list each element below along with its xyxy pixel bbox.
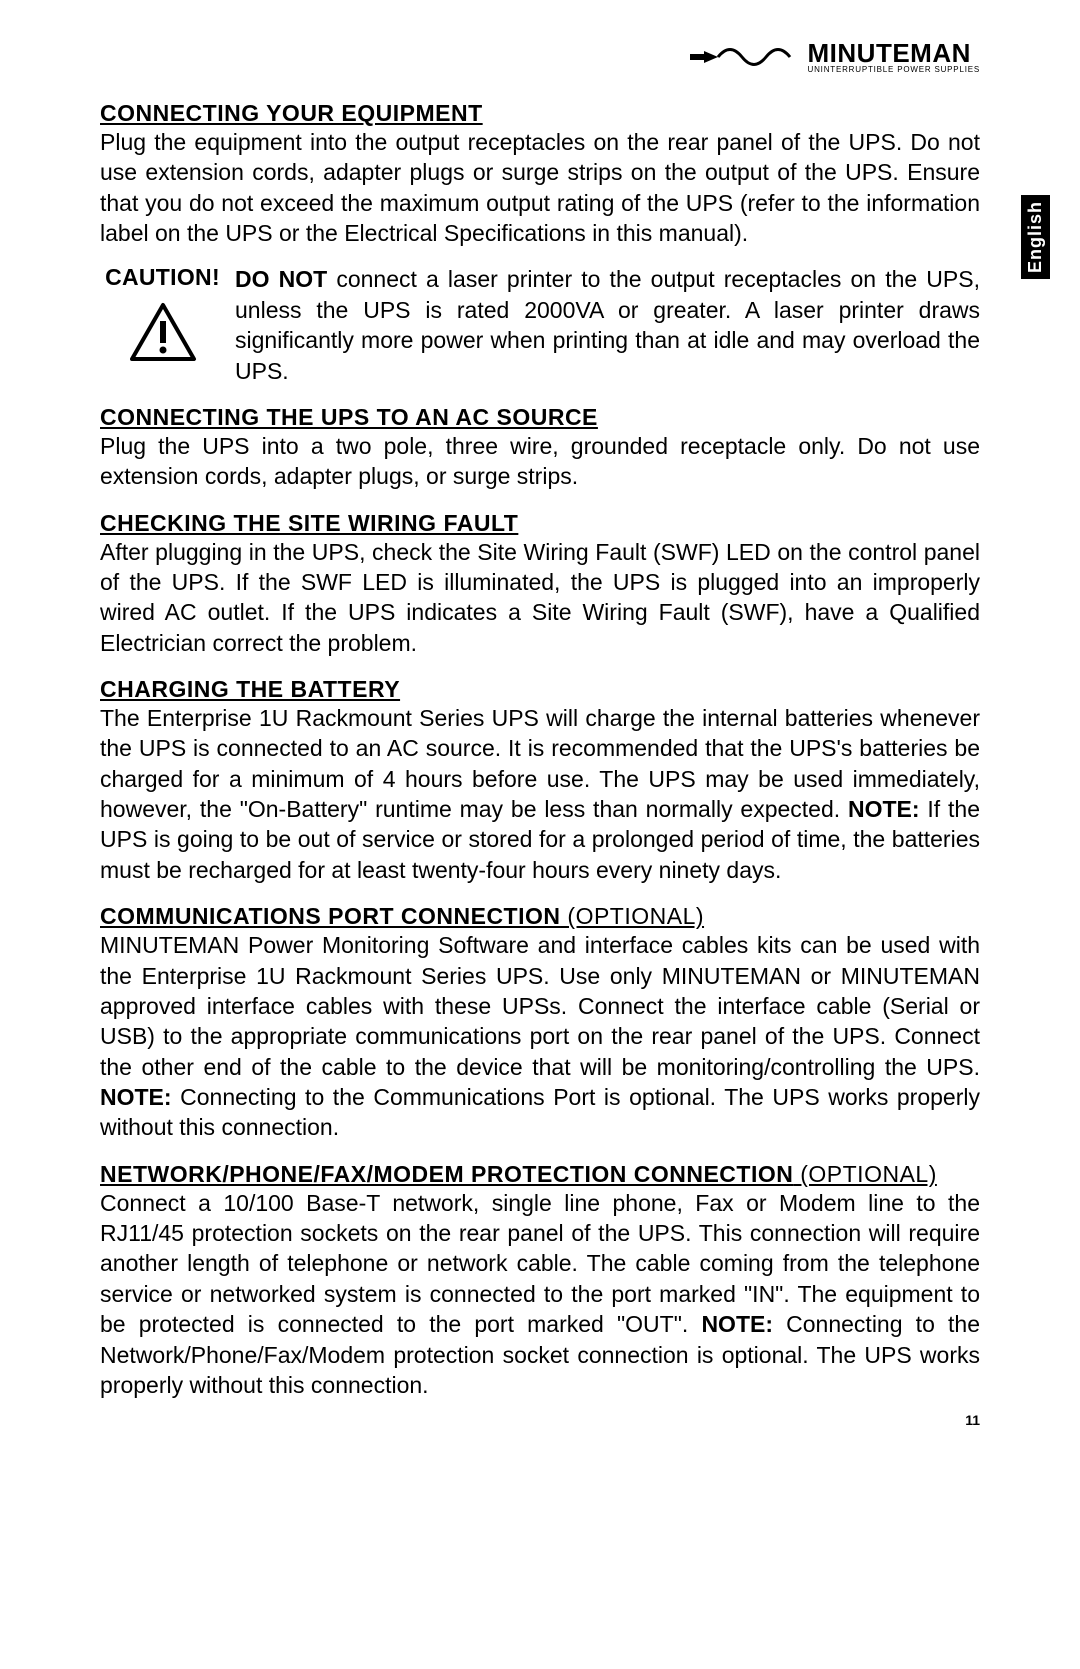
- body-connecting-ac: Plug the UPS into a two pole, three wire…: [100, 431, 980, 492]
- heading-connecting-equipment: CONNECTING YOUR EQUIPMENT: [100, 100, 980, 127]
- body-comm-port: MINUTEMAN Power Monitoring Software and …: [100, 930, 980, 1143]
- body-connecting-equipment: Plug the equipment into the output recep…: [100, 127, 980, 248]
- heading-site-wiring: CHECKING THE SITE WIRING FAULT: [100, 510, 980, 537]
- body-site-wiring: After plugging in the UPS, check the Sit…: [100, 537, 980, 658]
- heading-connecting-ac: CONNECTING THE UPS TO AN AC SOURCE: [100, 404, 980, 431]
- network-heading-text: NETWORK/PHONE/FAX/MODEM PROTECTION CONNE…: [100, 1161, 793, 1187]
- body-network-protection: Connect a 10/100 Base-T network, single …: [100, 1188, 980, 1401]
- heading-network-protection: NETWORK/PHONE/FAX/MODEM PROTECTION CONNE…: [100, 1161, 980, 1188]
- heading-comm-port: COMMUNICATIONS PORT CONNECTION (OPTIONAL…: [100, 903, 980, 930]
- network-suffix: (OPTIONAL): [793, 1161, 937, 1187]
- warning-triangle-icon: [128, 301, 198, 363]
- body-charging-battery: The Enterprise 1U Rackmount Series UPS w…: [100, 703, 980, 885]
- caution-donot: DO NOT: [235, 266, 327, 292]
- comm-port-suffix: (OPTIONAL): [561, 903, 705, 929]
- comm-pre: MINUTEMAN Power Monitoring Software and …: [100, 932, 980, 1079]
- caution-left: CAUTION!: [100, 264, 225, 385]
- caution-block: CAUTION! DO NOT connect a laser printer …: [100, 264, 980, 385]
- brand-text-block: MINUTEMAN UNINTERRUPTIBLE POWER SUPPLIES: [808, 40, 980, 74]
- page-number: 11: [965, 1412, 980, 1428]
- charging-note-label: NOTE:: [848, 796, 920, 822]
- caution-body: DO NOT connect a laser printer to the ou…: [235, 264, 980, 385]
- caution-text: connect a laser printer to the output re…: [235, 266, 980, 383]
- network-note-label: NOTE:: [701, 1311, 773, 1337]
- brand-tagline: UNINTERRUPTIBLE POWER SUPPLIES: [808, 66, 980, 74]
- manual-page: MINUTEMAN UNINTERRUPTIBLE POWER SUPPLIES…: [0, 0, 1080, 1450]
- plug-wave-icon: [690, 42, 800, 72]
- caution-label: CAUTION!: [105, 264, 220, 291]
- language-tab: English: [1021, 195, 1050, 279]
- heading-charging-battery: CHARGING THE BATTERY: [100, 676, 980, 703]
- brand-logo: MINUTEMAN UNINTERRUPTIBLE POWER SUPPLIES: [690, 40, 980, 74]
- page-content: CONNECTING YOUR EQUIPMENT Plug the equip…: [100, 100, 980, 1400]
- comm-post: Connecting to the Communications Port is…: [100, 1084, 980, 1140]
- comm-note-label: NOTE:: [100, 1084, 172, 1110]
- brand-name: MINUTEMAN: [808, 40, 971, 66]
- comm-port-heading-text: COMMUNICATIONS PORT CONNECTION: [100, 903, 561, 929]
